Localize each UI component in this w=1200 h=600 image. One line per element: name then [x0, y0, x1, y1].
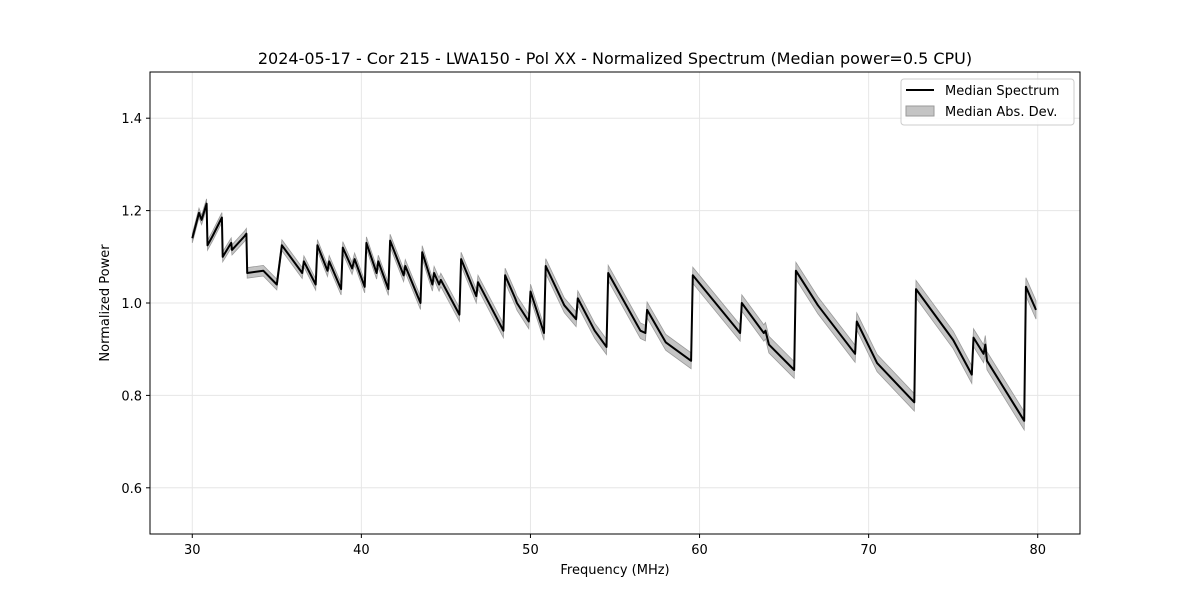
x-tick-label: 40	[353, 543, 370, 558]
y-tick-label: 0.6	[121, 482, 142, 497]
x-tick-label: 30	[184, 543, 201, 558]
chart-title: 2024-05-17 - Cor 215 - LWA150 - Pol XX -…	[258, 49, 972, 68]
y-tick-label: 0.8	[121, 389, 142, 404]
legend-label-median-abs-dev: Median Abs. Dev.	[945, 105, 1057, 120]
plot-area	[191, 198, 1037, 432]
x-tick-label: 70	[860, 543, 877, 558]
legend-label-median-spectrum: Median Spectrum	[945, 84, 1059, 99]
axis-ticks: 30 40 50 60 70 80 0.6 0.8 1.0 1.2 1.4	[121, 112, 1046, 558]
legend: Median Spectrum Median Abs. Dev.	[900, 78, 1075, 126]
y-axis-label: Normalized Power	[98, 244, 113, 362]
x-tick-label: 50	[522, 543, 539, 558]
y-tick-label: 1.0	[121, 297, 142, 312]
y-tick-label: 1.2	[121, 205, 142, 220]
x-tick-label: 60	[691, 543, 708, 558]
x-axis-label: Frequency (MHz)	[560, 563, 669, 578]
median-spectrum-line	[191, 202, 1037, 422]
y-tick-label: 1.4	[121, 112, 142, 127]
grid	[150, 72, 1080, 534]
legend-box	[900, 78, 1075, 126]
x-tick-label: 80	[1029, 543, 1046, 558]
legend-band-swatch	[905, 105, 935, 117]
